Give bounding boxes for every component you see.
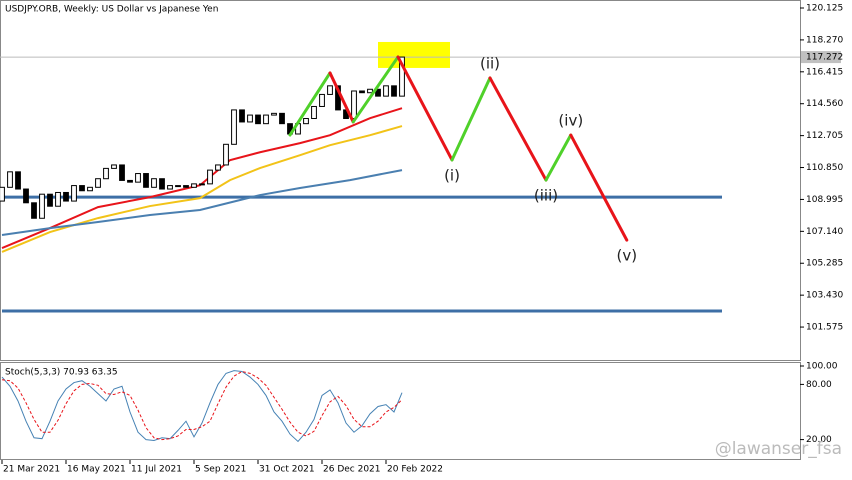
candle (383, 85, 389, 97)
candle (239, 109, 245, 123)
watermark: @lawanser_fsa (715, 439, 842, 459)
wave-label: (i) (444, 166, 460, 184)
candle (71, 185, 77, 202)
candle (223, 143, 229, 166)
candle (231, 109, 237, 145)
y-tick-label: 105.285 (806, 259, 843, 269)
wave-segment (396, 55, 454, 162)
stoch-line (1, 370, 403, 441)
y-tick-label: 116.415 (806, 67, 843, 77)
candle (7, 171, 13, 188)
candle (167, 185, 173, 190)
candle (399, 56, 405, 97)
x-tick-label: 11 Jul 2021 (131, 465, 182, 475)
candle (63, 191, 69, 202)
candle (151, 178, 157, 188)
y-tick-label: 110.850 (806, 163, 843, 173)
moving-average (1, 107, 403, 249)
candle (31, 202, 37, 219)
x-tick-label: 16 May 2021 (67, 465, 126, 475)
candle (175, 185, 181, 188)
y-tick-label: 101.575 (806, 323, 843, 333)
wave-segment (450, 76, 492, 162)
candle (159, 178, 165, 190)
candle (207, 169, 213, 185)
candle (103, 167, 109, 180)
candle (127, 179, 133, 183)
stoch-panel-frame (0, 362, 801, 460)
candle (87, 186, 93, 192)
candle (359, 90, 365, 94)
y-tick-label: 100.00 (806, 362, 838, 372)
candle (303, 118, 309, 125)
wave-segment (351, 55, 400, 124)
highlight-box (378, 41, 450, 68)
candle (191, 183, 197, 188)
candle (271, 112, 277, 116)
stoch-title: Stoch(5,3,3) 70.93 63.35 (5, 368, 118, 378)
wave-label: (v) (617, 247, 638, 265)
candle (375, 88, 381, 97)
candle (135, 173, 141, 183)
candle (391, 85, 397, 97)
x-tick-label: 26 Dec 2021 (323, 465, 381, 475)
candle (143, 173, 149, 188)
x-tick-label: 20 Feb 2022 (387, 465, 443, 475)
candle (47, 193, 53, 207)
candle (247, 114, 253, 123)
y-tick-label: 103.430 (806, 291, 843, 301)
candle (319, 93, 325, 107)
wave-label: (iii) (534, 187, 558, 205)
candle (215, 164, 221, 171)
wave-segment (544, 133, 573, 182)
y-tick-label: 118.270 (806, 35, 843, 45)
candle (79, 185, 85, 192)
candle (55, 191, 61, 207)
wave-label: (iv) (558, 112, 583, 130)
candle (119, 164, 125, 181)
candle (23, 188, 29, 204)
candle (279, 112, 285, 125)
y-tick-label: 107.140 (806, 227, 843, 237)
current-price-label: 117.272 (806, 53, 843, 63)
main-panel-frame (0, 0, 801, 361)
candle (0, 186, 5, 202)
x-tick-label: 5 Sep 2021 (195, 465, 246, 475)
wave-segment (488, 76, 548, 182)
wave-segment (288, 71, 332, 137)
moving-average (1, 125, 403, 253)
candle (95, 178, 101, 188)
candle (39, 193, 45, 219)
candle (351, 90, 357, 120)
moving-average (1, 169, 403, 236)
wave-label: (ii) (480, 54, 500, 72)
y-tick-label: 108.995 (806, 195, 843, 205)
wave-segment (569, 133, 629, 242)
y-tick-label: 80.00 (806, 380, 832, 390)
candle (255, 114, 261, 125)
y-tick-label: 120.125 (806, 3, 843, 13)
candle (311, 105, 317, 120)
candle (263, 114, 269, 125)
current-price-box (801, 51, 841, 64)
candle (111, 164, 117, 169)
y-tick-label: 112.705 (806, 131, 843, 141)
candle (15, 171, 21, 190)
candle (183, 185, 189, 188)
chart-title: USDJPY.ORB, Weekly: US Dollar vs Japanes… (5, 5, 218, 15)
x-tick-label: 21 Mar 2021 (3, 465, 60, 475)
x-tick-label: 31 Oct 2021 (259, 465, 315, 475)
wave-segment (328, 71, 355, 124)
candle (367, 88, 373, 94)
candle (199, 183, 205, 186)
candle (327, 85, 333, 95)
y-tick-label: 20.00 (806, 435, 832, 445)
y-tick-label: 114.560 (806, 99, 843, 109)
